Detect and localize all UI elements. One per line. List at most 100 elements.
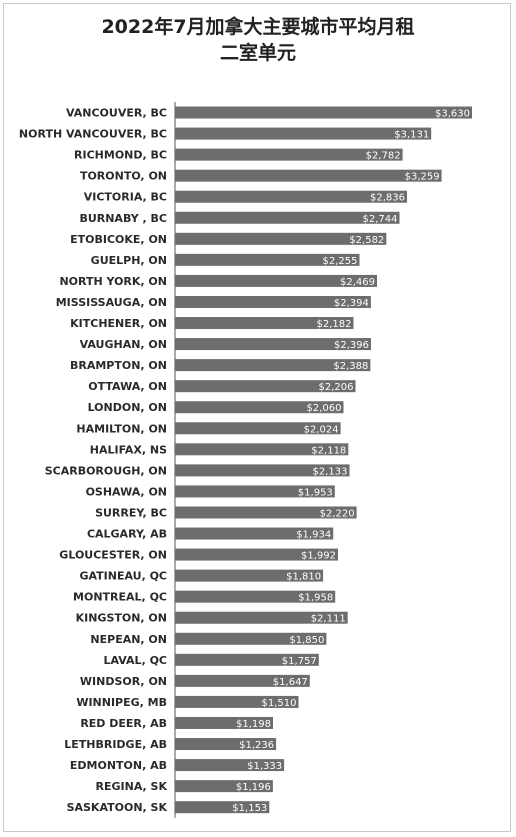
bar [175, 590, 336, 603]
bar [175, 401, 344, 414]
category-label: GATINEAU, QC [79, 570, 167, 583]
bar [175, 359, 371, 372]
category-label: EDMONTON, AB [70, 759, 167, 772]
bar [175, 759, 285, 772]
category-label: ETOBICOKE, ON [70, 233, 167, 246]
category-label: HAMILTON, ON [76, 422, 167, 435]
bar [175, 253, 360, 266]
category-label: LONDON, ON [88, 401, 167, 414]
category-label: HALIFAX, NS [90, 443, 167, 456]
data-label: $1,153 [232, 803, 267, 814]
data-label: $2,394 [334, 298, 369, 309]
data-label: $1,198 [236, 719, 271, 730]
data-label: $1,810 [286, 572, 321, 583]
bar [175, 485, 335, 498]
category-label: CALGARY, AB [87, 528, 167, 541]
data-label: $2,469 [340, 277, 375, 288]
category-label: REGINA, SK [96, 780, 168, 793]
category-label: OTTAWA, ON [88, 380, 167, 393]
data-label: $1,934 [296, 530, 331, 541]
category-label: VAUGHAN, ON [80, 338, 167, 351]
bar [175, 611, 348, 624]
category-label: GLOUCESTER, ON [59, 549, 167, 562]
data-label: $3,630 [435, 109, 470, 120]
data-label: $1,510 [262, 698, 297, 709]
data-label: $1,333 [247, 761, 282, 772]
data-label: $1,647 [273, 677, 308, 688]
data-label: $2,060 [307, 403, 342, 414]
data-label: $2,118 [311, 445, 346, 456]
bar [175, 569, 324, 582]
chart-title-block: 2022年7月加拿大主要城市平均月租 二室单元 [4, 14, 512, 66]
data-label: $1,236 [239, 740, 274, 751]
category-label: SASKATOON, SK [67, 801, 168, 814]
data-label: $1,196 [236, 782, 271, 793]
data-label: $2,182 [317, 319, 352, 330]
data-label: $2,388 [333, 361, 368, 372]
category-label: OSHAWA, ON [86, 485, 167, 498]
data-label: $1,850 [289, 635, 324, 646]
data-label: $2,220 [320, 508, 355, 519]
data-label: $1,958 [298, 593, 333, 604]
bar [175, 211, 400, 224]
bar [175, 464, 350, 477]
category-label: BURNABY , BC [79, 212, 167, 225]
category-label: VICTORIA, BC [84, 191, 167, 204]
bar [175, 780, 273, 793]
bar [175, 695, 299, 708]
bar [175, 274, 377, 287]
bar [175, 127, 432, 140]
data-label: $2,024 [304, 424, 339, 435]
data-label: $2,782 [366, 151, 401, 162]
category-label: SCARBOROUGH, ON [45, 464, 167, 477]
category-label: NORTH YORK, ON [59, 275, 167, 288]
bar [175, 422, 341, 435]
bar [175, 106, 472, 119]
chart-frame: 2022年7月加拿大主要城市平均月租 二室单元 VANCOUVER, BC $3,… [3, 3, 511, 832]
category-label: SURREY, BC [95, 506, 167, 519]
data-label: $2,836 [370, 193, 405, 204]
data-label: $2,582 [349, 235, 384, 246]
bar [175, 295, 371, 308]
data-label: $1,992 [301, 551, 336, 562]
bar [175, 716, 273, 729]
category-label: MONTREAL, QC [73, 591, 167, 604]
bar [175, 443, 349, 456]
category-label: MISSISSAUGA, ON [56, 296, 167, 309]
bar [175, 527, 334, 540]
chart-subtitle: 二室单元 [219, 42, 296, 64]
bar [175, 653, 319, 666]
category-label: KINGSTON, ON [76, 612, 167, 625]
category-label: RED DEER, AB [80, 717, 167, 730]
category-label: WINNIPEG, MB [76, 696, 167, 709]
category-label: RICHMOND, BC [74, 149, 167, 162]
chart-title: 2022年7月加拿大主要城市平均月租 [101, 16, 415, 38]
bar [175, 506, 357, 519]
category-label: NORTH VANCOUVER, BC [19, 128, 167, 141]
bar [175, 632, 327, 645]
data-label: $2,744 [363, 214, 398, 225]
category-label: NEPEAN, ON [90, 633, 167, 646]
bar [175, 317, 354, 330]
data-label: $2,255 [323, 256, 358, 267]
category-label: VANCOUVER, BC [66, 107, 167, 120]
category-label: LETHBRIDGE, AB [64, 738, 167, 751]
category-label: GUELPH, ON [91, 254, 167, 267]
bar [175, 674, 310, 687]
bar [175, 190, 407, 203]
data-label: $1,953 [298, 487, 333, 498]
bar [175, 232, 387, 245]
bar [175, 169, 442, 182]
bar [175, 801, 270, 814]
data-label: $3,131 [394, 130, 429, 141]
bar [175, 738, 277, 751]
category-label: WINDSOR, ON [80, 675, 167, 688]
bar [175, 380, 356, 393]
category-label: TORONTO, ON [80, 170, 167, 183]
category-label: KITCHENER, ON [70, 317, 167, 330]
data-label: $2,396 [334, 340, 369, 351]
bar [175, 338, 371, 351]
data-label: $2,133 [313, 466, 348, 477]
data-label: $1,757 [282, 656, 317, 667]
data-label: $2,111 [311, 614, 346, 625]
